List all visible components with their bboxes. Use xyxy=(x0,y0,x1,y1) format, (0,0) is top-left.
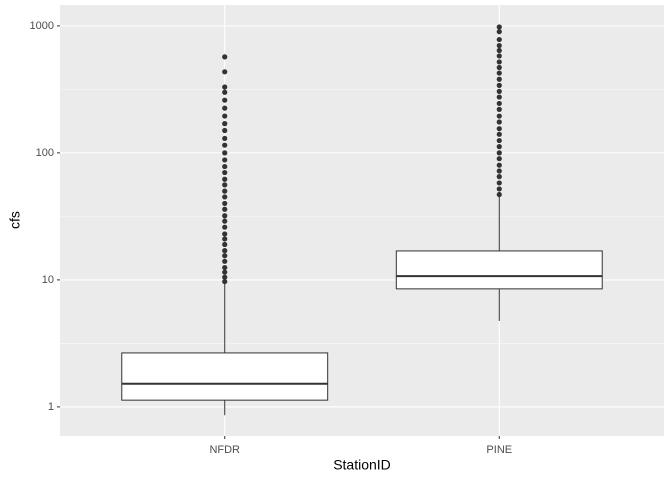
outlier xyxy=(222,231,228,237)
outlier xyxy=(496,186,502,192)
outlier xyxy=(222,84,228,90)
outlier xyxy=(496,53,502,59)
outlier xyxy=(496,150,502,156)
outlier xyxy=(222,258,228,264)
outlier xyxy=(222,135,228,142)
outlier xyxy=(222,163,228,170)
outlier xyxy=(496,88,502,94)
outlier xyxy=(222,182,228,188)
outlier xyxy=(496,119,502,125)
outlier xyxy=(496,64,502,71)
outlier xyxy=(222,169,228,176)
y-tick-label: 10 xyxy=(42,274,54,286)
outlier xyxy=(222,278,228,285)
outlier xyxy=(496,70,502,76)
outlier xyxy=(496,126,502,132)
outlier xyxy=(496,94,502,100)
outlier xyxy=(496,100,502,107)
outlier xyxy=(496,191,502,198)
outlier xyxy=(222,176,228,182)
outlier xyxy=(496,24,502,30)
box xyxy=(395,250,603,290)
outlier xyxy=(222,274,228,280)
outlier xyxy=(496,59,502,65)
outlier xyxy=(222,236,228,242)
outlier xyxy=(496,162,502,168)
outlier xyxy=(222,200,228,207)
outlier xyxy=(222,121,228,127)
outlier xyxy=(222,269,228,275)
outlier xyxy=(222,264,228,271)
outlier xyxy=(222,188,228,194)
outlier xyxy=(496,113,502,119)
outlier xyxy=(222,127,228,134)
outlier xyxy=(222,206,228,212)
outlier xyxy=(496,36,502,43)
outlier xyxy=(496,180,502,186)
outlier xyxy=(496,137,502,144)
outlier xyxy=(496,144,502,150)
outlier xyxy=(496,29,502,35)
outlier xyxy=(222,69,228,75)
outlier xyxy=(496,47,502,54)
outlier xyxy=(496,156,502,162)
outlier xyxy=(496,174,502,180)
x-axis-title: StationID xyxy=(333,457,391,473)
y-tick-label: 1 xyxy=(48,401,54,413)
outlier xyxy=(222,213,228,219)
outlier xyxy=(222,253,228,259)
outlier xyxy=(222,142,228,148)
outlier xyxy=(496,82,502,88)
outlier xyxy=(222,113,228,119)
outlier xyxy=(222,248,228,254)
outlier xyxy=(222,89,228,95)
y-axis-title: cfs xyxy=(7,211,23,229)
outlier xyxy=(222,54,228,60)
x-tick-label: NFDR xyxy=(209,444,240,456)
outlier xyxy=(222,97,228,103)
outlier xyxy=(222,218,228,224)
x-tick-label: PINE xyxy=(486,444,512,456)
outlier xyxy=(222,150,228,156)
outlier xyxy=(496,76,502,82)
outlier xyxy=(496,42,502,49)
outlier xyxy=(496,168,502,174)
outlier xyxy=(496,106,502,112)
y-tick-label: 100 xyxy=(36,147,54,159)
outlier xyxy=(222,194,228,200)
outlier xyxy=(222,241,228,248)
outlier xyxy=(222,224,228,230)
y-tick-label: 1000 xyxy=(30,20,54,32)
outlier xyxy=(222,157,228,163)
outlier xyxy=(222,105,228,111)
marks xyxy=(121,24,603,416)
outlier xyxy=(496,131,502,137)
box xyxy=(121,352,329,401)
